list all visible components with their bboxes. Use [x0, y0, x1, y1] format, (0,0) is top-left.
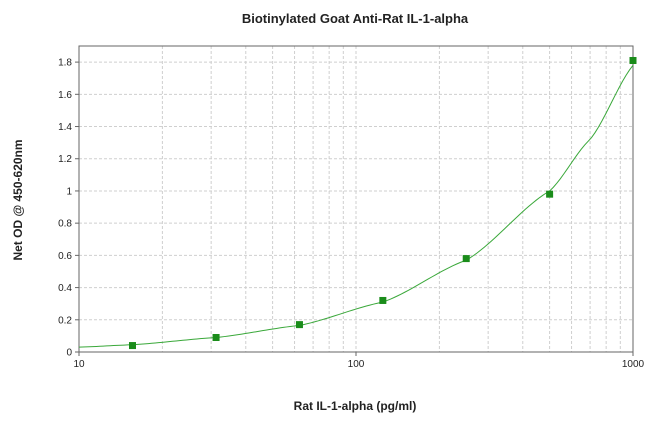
x-axis-label: Rat IL-1-alpha (pg/ml)	[294, 399, 417, 413]
fit-curve	[78, 65, 634, 348]
y-tick-label: 1.4	[58, 122, 72, 133]
y-tick-label: 0.8	[58, 219, 72, 230]
data-point	[128, 342, 136, 350]
tick-labels: 0 0.2 0.4 0.6 0.8 1 1.2 1.4 1.6 1.8 10 100 1000	[58, 58, 644, 370]
y-tick-label: 1	[66, 186, 72, 197]
data-points	[128, 56, 637, 350]
y-tick-label: 0.2	[58, 315, 72, 326]
y-tick-label: 0.4	[58, 283, 72, 294]
y-tick-label: 1.6	[58, 90, 72, 101]
x-tick-label: 100	[348, 359, 365, 370]
data-point	[212, 334, 220, 342]
x-tick-label: 1000	[622, 359, 645, 370]
y-axis-label: Net OD @ 450-620nm	[11, 139, 25, 260]
data-point	[379, 296, 387, 304]
y-tick-label: 1.2	[58, 154, 72, 165]
data-point	[629, 56, 637, 64]
data-point	[546, 190, 554, 198]
chart-title: Biotinylated Goat Anti-Rat IL-1-alpha	[242, 11, 469, 26]
data-point	[462, 255, 470, 263]
x-tick-label: 10	[73, 359, 85, 370]
y-tick-label: 1.8	[58, 58, 72, 69]
data-point	[295, 321, 303, 329]
y-tick-label: 0	[66, 348, 72, 359]
grid	[79, 46, 633, 352]
y-tick-label: 0.6	[58, 251, 72, 262]
